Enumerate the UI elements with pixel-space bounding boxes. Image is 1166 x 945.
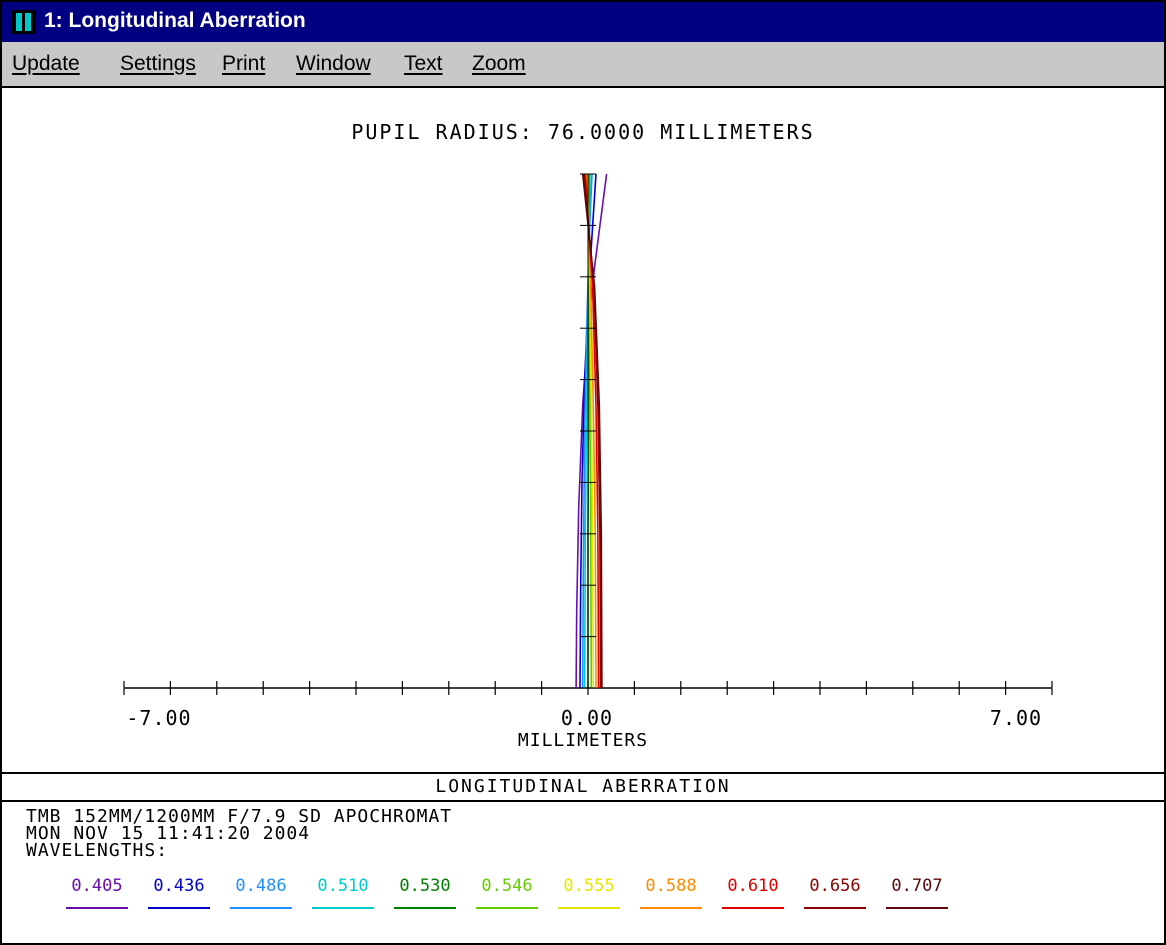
wavelength-swatch <box>804 907 866 909</box>
wavelength-swatch <box>66 907 128 909</box>
wavelength-label: 0.530 <box>399 876 451 896</box>
wavelength-swatch <box>640 907 702 909</box>
x-tick-label-min: -7.00 <box>126 706 192 730</box>
wavelength-swatch <box>148 907 210 909</box>
run-date: MON NOV 15 11:41:20 2004 <box>26 823 311 844</box>
wavelength-entry: 0.405 <box>62 876 132 909</box>
menu-settings[interactable]: Settings <box>120 52 196 75</box>
aberration-plot <box>123 173 1053 695</box>
wavelength-entry: 0.530 <box>390 876 460 909</box>
wavelength-swatch <box>558 907 620 909</box>
wavelength-swatch <box>722 907 784 909</box>
wavelength-label: 0.555 <box>563 876 615 896</box>
menu-zoom[interactable]: Zoom <box>472 52 526 75</box>
info-block: TMB 152MM/1200MM F/7.9 SD APOCHROMAT MON… <box>26 806 453 861</box>
wavelength-label: 0.588 <box>645 876 697 896</box>
wavelength-label: 0.436 <box>153 876 205 896</box>
wavelength-swatch <box>312 907 374 909</box>
wavelength-entry: 0.555 <box>554 876 624 909</box>
wavelength-swatch <box>476 907 538 909</box>
lens-description: TMB 152MM/1200MM F/7.9 SD APOCHROMAT <box>26 806 453 827</box>
wavelength-entry: 0.510 <box>308 876 378 909</box>
chart-name: LONGITUDINAL ABERRATION <box>435 776 731 797</box>
menu-text[interactable]: Text <box>404 52 443 75</box>
wavelength-label: 0.707 <box>891 876 943 896</box>
menu-print[interactable]: Print <box>222 52 266 75</box>
wavelength-swatch <box>230 907 292 909</box>
wavelength-label: 0.546 <box>481 876 533 896</box>
x-tick-label-zero: 0.00 <box>560 706 614 730</box>
x-tick-label-max: 7.00 <box>989 706 1043 730</box>
wavelength-label: 0.486 <box>235 876 287 896</box>
menu-bar: Update Settings Print Window Text Zoom <box>2 42 1164 88</box>
divider <box>2 772 1164 774</box>
wavelength-label: 0.405 <box>71 876 123 896</box>
wavelengths-label: WAVELENGTHS: <box>26 840 169 861</box>
series-line-0.707 <box>581 173 603 689</box>
wavelength-swatch <box>886 907 948 909</box>
wavelength-swatch <box>394 907 456 909</box>
x-axis-label: MILLIMETERS <box>517 730 649 751</box>
wavelength-entry: 0.436 <box>144 876 214 909</box>
wavelength-entry: 0.486 <box>226 876 296 909</box>
wavelength-entry: 0.707 <box>882 876 952 909</box>
menu-window[interactable]: Window <box>296 52 371 75</box>
plot-area: PUPIL RADIUS: 76.0000 MILLIMETERS -7.00 … <box>2 88 1164 772</box>
wavelength-label: 0.610 <box>727 876 779 896</box>
app-icon[interactable] <box>12 10 36 34</box>
divider <box>2 800 1164 802</box>
title-bar[interactable]: 1: Longitudinal Aberration <box>2 2 1164 42</box>
wavelength-entry: 0.656 <box>800 876 870 909</box>
wavelength-entry: 0.546 <box>472 876 542 909</box>
wavelength-label: 0.510 <box>317 876 369 896</box>
window-title: 1: Longitudinal Aberration <box>44 9 306 32</box>
wavelength-label: 0.656 <box>809 876 861 896</box>
wavelength-entry: 0.588 <box>636 876 706 909</box>
menu-update[interactable]: Update <box>12 52 80 75</box>
chart-title: PUPIL RADIUS: 76.0000 MILLIMETERS <box>351 120 815 144</box>
wavelength-entry: 0.610 <box>718 876 788 909</box>
